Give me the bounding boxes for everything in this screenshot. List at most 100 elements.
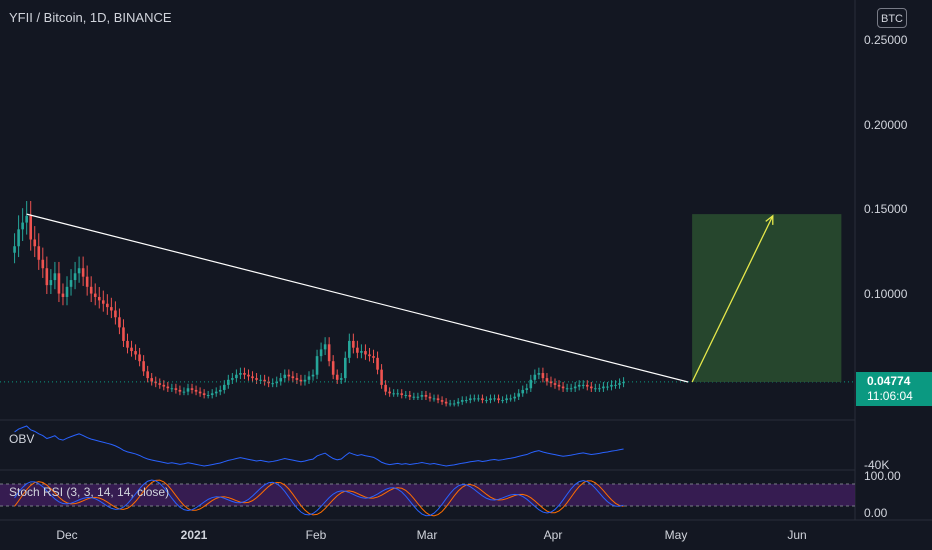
candle-body: [89, 286, 93, 294]
candle-body: [436, 398, 440, 401]
candle-body: [553, 383, 557, 385]
candle-body: [158, 383, 162, 385]
candle-body: [114, 310, 117, 318]
candle-body: [561, 386, 565, 389]
candle-body: [315, 356, 319, 375]
candle-body: [126, 340, 129, 348]
chart-overlay: [0, 213, 855, 383]
candle-body: [190, 388, 194, 390]
candle-body: [53, 273, 57, 281]
candle-body: [505, 398, 508, 401]
candle-body: [380, 369, 383, 385]
candle-body: [202, 393, 206, 396]
obv-label[interactable]: OBV: [9, 432, 35, 446]
projection-arrowhead: [765, 214, 774, 225]
candle-body: [581, 384, 585, 386]
candle-body: [21, 222, 24, 230]
candle-body: [33, 239, 37, 247]
candle-body: [497, 398, 500, 401]
candlestick-series: [13, 201, 625, 407]
obv-indicator: [14, 425, 624, 467]
candle-body: [45, 268, 49, 286]
candle-body: [235, 374, 238, 379]
candle-body: [396, 393, 400, 395]
stoch-band: [0, 484, 855, 506]
time-tick: Feb: [305, 528, 327, 542]
stoch-axis-bottom: 0.00: [864, 506, 888, 520]
candle-body: [529, 379, 533, 389]
stoch-rsi-indicator: [0, 479, 855, 517]
candle-body: [469, 398, 472, 401]
candle-body: [384, 384, 387, 392]
candle-body: [110, 307, 113, 311]
candle-body: [493, 398, 496, 400]
candle-body: [239, 373, 242, 375]
candle-body: [614, 384, 617, 386]
candle-body: [598, 388, 601, 390]
candle-body: [251, 376, 254, 379]
candle-body: [210, 393, 214, 396]
candle-body: [481, 398, 484, 401]
candle-body: [335, 374, 339, 380]
candle-body: [509, 398, 512, 400]
candle-body: [41, 259, 45, 269]
candle-body: [424, 395, 428, 397]
candle-body: [420, 395, 424, 397]
candle-body: [206, 395, 210, 397]
candle-body: [432, 398, 436, 400]
candle-body: [368, 354, 371, 357]
candle-body: [489, 398, 492, 401]
candle-body: [222, 384, 226, 390]
candle-body: [517, 393, 521, 397]
candle-body: [319, 349, 323, 357]
candle-body: [440, 400, 444, 402]
time-tick: Jun: [787, 528, 807, 542]
candle-body: [356, 347, 359, 353]
candle-body: [577, 384, 581, 387]
candle-body: [198, 391, 202, 394]
candle-body: [473, 398, 476, 400]
candle-body: [81, 268, 85, 277]
stoch-axis-top: 100.00: [864, 469, 901, 483]
candle-body: [610, 384, 613, 387]
candle-body: [331, 361, 335, 375]
candle-body: [218, 389, 222, 392]
candle-body: [444, 401, 448, 404]
candle-body: [392, 393, 395, 395]
stoch-rsi-label[interactable]: Stoch RSI (3, 3, 14, 14, close): [9, 485, 170, 499]
candle-body: [134, 351, 137, 355]
candle-body: [545, 378, 549, 382]
currency-badge[interactable]: BTC: [877, 8, 907, 28]
candle-body: [360, 351, 363, 353]
candle-body: [513, 396, 516, 399]
candle-body: [348, 340, 351, 358]
candle-body: [525, 388, 529, 390]
stoch-k-line: [14, 479, 624, 517]
candle-body: [122, 327, 125, 341]
time-tick: Apr: [543, 528, 563, 542]
candle-body: [69, 280, 73, 287]
current-price-label: 0.04774 11:06:04: [856, 372, 932, 406]
candle-body: [247, 374, 250, 377]
candle-body: [271, 383, 274, 385]
candle-body: [303, 379, 307, 382]
candle-body: [259, 379, 262, 381]
candle-body: [295, 378, 299, 380]
candle-body: [255, 378, 258, 380]
candle-body: [130, 347, 133, 352]
candle-body: [243, 373, 246, 375]
candle-body: [464, 400, 468, 402]
candle-body: [339, 378, 343, 380]
candle-body: [416, 396, 420, 398]
candle-body: [352, 340, 355, 348]
candle-body: [194, 389, 198, 392]
candle-body: [521, 389, 525, 394]
candle-body: [162, 384, 166, 387]
candle-body: [585, 384, 589, 387]
current-price-value: 0.04774: [867, 374, 911, 388]
candle-body: [57, 273, 61, 294]
candle-body: [85, 276, 89, 287]
candle-body: [311, 374, 315, 377]
candle-body: [327, 344, 331, 362]
